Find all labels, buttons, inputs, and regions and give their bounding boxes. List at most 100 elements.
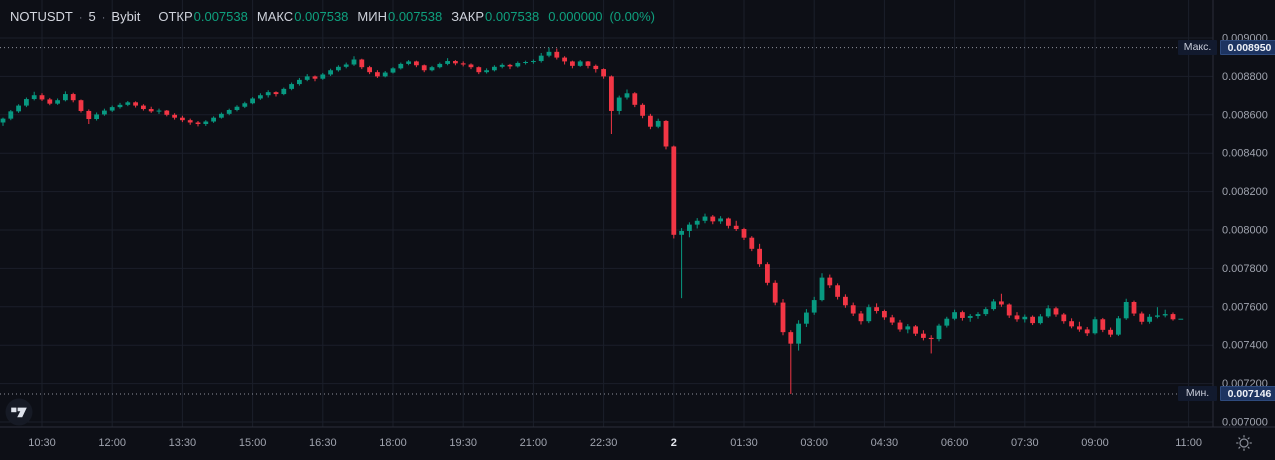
candle-body (203, 121, 209, 125)
candle-body (226, 110, 232, 114)
candle-body (1123, 302, 1129, 319)
low-value: 0.007538 (387, 9, 443, 24)
candle-body (1069, 321, 1074, 327)
exchange-label[interactable]: Bybit (111, 9, 141, 24)
symbol-button[interactable]: NOTUSDT (10, 9, 73, 24)
candle-body (921, 333, 926, 338)
candle-body (367, 67, 372, 73)
ohlc-values: ОТКР 0.007538 МАКС 0.007538 МИН 0.007538… (158, 9, 655, 24)
candle-body (102, 110, 107, 115)
sun-icon (1236, 435, 1252, 451)
candle-body (889, 317, 895, 323)
price-axis[interactable]: 0.0090000.0088000.0086000.0084000.008200… (1222, 33, 1268, 429)
candle-body (375, 72, 380, 77)
candle-body (757, 248, 762, 265)
candle-body (359, 59, 365, 68)
low-label: МИН (357, 9, 387, 24)
candle-body (679, 230, 684, 235)
candle-body (1170, 314, 1176, 320)
time-tick-label: 16:30 (309, 437, 337, 449)
session-low-tag: Мин. (1178, 386, 1217, 401)
candle-body (897, 322, 903, 330)
separator-dot: · (101, 12, 106, 24)
open-label: ОТКР (158, 9, 193, 24)
candle-body (546, 51, 552, 56)
time-tick-label: 22:30 (590, 437, 618, 449)
candle-body (250, 98, 255, 104)
price-tick-label: 0.008600 (1222, 109, 1268, 121)
candle-body (866, 307, 872, 322)
candle-body (788, 332, 794, 344)
candle-body (1053, 308, 1059, 315)
candle-body (133, 102, 138, 106)
candle-body (1139, 313, 1145, 322)
candle-body (640, 104, 645, 116)
candle-body (702, 216, 708, 221)
candle-body (1014, 315, 1020, 320)
candle-body (796, 323, 801, 344)
date-tick-label: 2 (671, 437, 677, 449)
tradingview-logo[interactable] (5, 398, 33, 431)
candle-body (156, 110, 162, 112)
candle-body (1022, 316, 1028, 320)
price-tick-label: 0.008800 (1222, 71, 1268, 83)
candle-body (749, 237, 755, 249)
change-pct: (0.00%) (609, 9, 655, 24)
candle-body (593, 65, 599, 70)
price-tick-label: 0.007800 (1222, 263, 1268, 275)
candle-body (616, 97, 622, 111)
candle-body (577, 61, 583, 66)
candle-body (1038, 316, 1043, 324)
candle-body (936, 325, 942, 340)
candle-body (109, 107, 115, 111)
candle-body (523, 62, 528, 63)
candle-body (141, 105, 146, 110)
candle-body (1100, 319, 1106, 330)
ohlc-high: МАКС 0.007538 (257, 9, 349, 24)
time-tick-label: 12:00 (98, 437, 126, 449)
candle-body (312, 76, 318, 79)
time-tick-label: 13:30 (169, 437, 197, 449)
time-tick-label: 06:00 (941, 437, 969, 449)
candle-body (648, 115, 653, 127)
candle-body (585, 61, 591, 66)
time-tick-label: 07:30 (1011, 437, 1039, 449)
theme-toggle-button[interactable] (1228, 432, 1260, 454)
candle-body (421, 65, 427, 71)
candle-body (952, 312, 957, 319)
candle-body (8, 111, 14, 119)
candle-body (983, 309, 989, 315)
ohlc-close: ЗАКР 0.007538 (451, 9, 539, 24)
candle-body (663, 120, 669, 147)
candle-body (1092, 319, 1098, 334)
candle-body (148, 109, 154, 112)
session-high-price: 0.008950 (1220, 40, 1275, 55)
candle-body (1061, 314, 1067, 322)
candle-body (655, 120, 661, 127)
candle-body (265, 92, 271, 96)
candle-body (811, 300, 817, 313)
candle-body (1084, 329, 1090, 334)
candle-body (1155, 315, 1160, 317)
interval-button[interactable]: 5 (88, 9, 96, 24)
session-low-price: 0.007146 (1220, 386, 1275, 401)
candle-body (1077, 326, 1082, 330)
candle-body (304, 76, 310, 80)
candle-body (765, 264, 770, 283)
candle-body (1147, 316, 1152, 322)
candle-body (1116, 318, 1121, 335)
candle-body (70, 94, 76, 101)
time-axis[interactable]: 10:30 12:00 13:30 15:00 16:30 18:00 19:30 21:00… (28, 437, 1202, 449)
candle-body (234, 106, 240, 110)
candle-body (1131, 302, 1137, 314)
candle-body (991, 301, 996, 310)
candle-body (94, 114, 99, 120)
candle-body (414, 61, 419, 66)
candle-body (499, 64, 505, 67)
candle-body (460, 63, 466, 65)
candle-body (180, 117, 185, 121)
time-tick-label: 04:30 (871, 437, 899, 449)
change-abs: 0.000000 (548, 9, 603, 24)
candle-body (827, 277, 833, 286)
